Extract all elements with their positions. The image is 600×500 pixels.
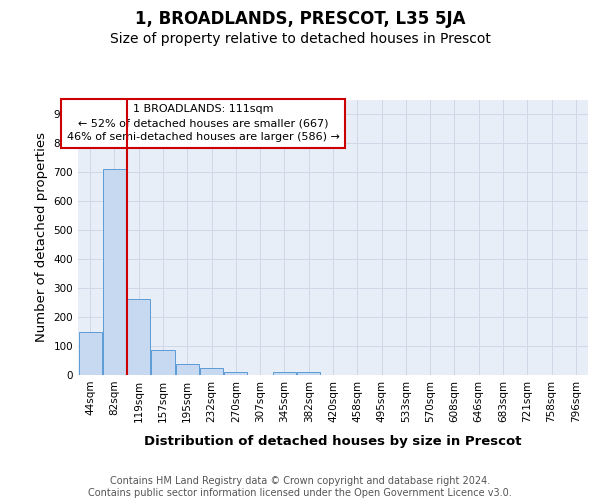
Bar [103,170,126,375]
Bar [151,350,175,375]
Text: Size of property relative to detached houses in Prescot: Size of property relative to detached ho… [110,32,490,46]
Y-axis label: Number of detached properties: Number of detached properties [35,132,48,342]
Bar [297,372,320,375]
Bar [200,368,223,375]
Bar [176,364,199,375]
Bar [79,332,101,375]
Text: Distribution of detached houses by size in Prescot: Distribution of detached houses by size … [144,435,522,448]
Bar [224,372,247,375]
Text: 1 BROADLANDS: 111sqm
← 52% of detached houses are smaller (667)
46% of semi-deta: 1 BROADLANDS: 111sqm ← 52% of detached h… [67,104,340,142]
Text: 1, BROADLANDS, PRESCOT, L35 5JA: 1, BROADLANDS, PRESCOT, L35 5JA [135,10,465,28]
Bar [273,372,296,375]
Bar [127,299,150,375]
Text: Contains HM Land Registry data © Crown copyright and database right 2024.
Contai: Contains HM Land Registry data © Crown c… [88,476,512,498]
